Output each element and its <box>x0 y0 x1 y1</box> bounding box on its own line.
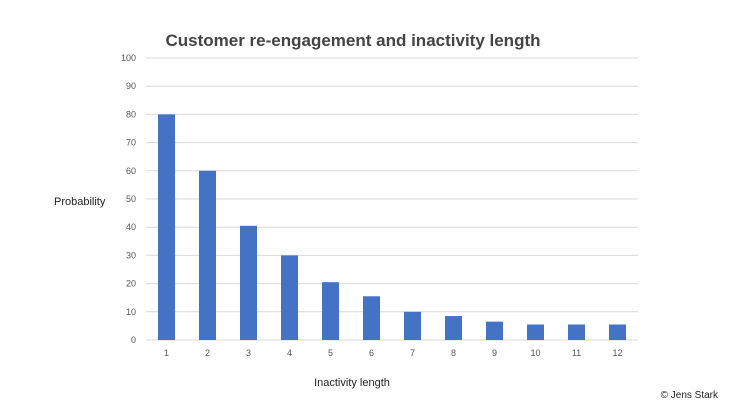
bar-5 <box>322 282 339 340</box>
bar-2 <box>199 170 216 340</box>
bar-3 <box>240 225 257 340</box>
bar-11 <box>568 324 585 340</box>
x-tick-label: 3 <box>246 348 251 358</box>
y-tick-label: 70 <box>126 138 136 148</box>
x-tick-label: 1 <box>164 348 169 358</box>
y-tick-label: 50 <box>126 194 136 204</box>
y-tick-label: 20 <box>126 279 136 289</box>
y-tick-labels: 0 10 20 30 40 50 60 70 80 90 100 <box>121 53 136 345</box>
x-tick-labels: 1 2 3 4 5 6 7 8 9 10 11 12 <box>164 348 623 358</box>
y-tick-label: 0 <box>131 335 136 345</box>
bar-12 <box>609 324 626 340</box>
x-tick-label: 12 <box>612 348 622 358</box>
y-tick-label: 30 <box>126 250 136 260</box>
bar-7 <box>404 311 421 340</box>
y-tick-label: 40 <box>126 222 136 232</box>
y-axis-label: Probability <box>54 196 106 208</box>
x-tick-label: 5 <box>328 348 333 358</box>
x-tick-label: 11 <box>572 348 581 358</box>
y-tick-label: 10 <box>126 307 136 317</box>
x-tick-label: 9 <box>492 348 497 358</box>
y-tick-label: 90 <box>126 81 136 91</box>
chart-title: Customer re-engagement and inactivity le… <box>165 31 540 50</box>
bar-8 <box>445 316 462 340</box>
bar-6 <box>363 296 380 340</box>
x-tick-label: 8 <box>451 348 456 358</box>
bar-1 <box>158 114 175 341</box>
x-tick-label: 10 <box>530 348 540 358</box>
x-axis-label: Inactivity length <box>314 377 390 389</box>
y-tick-label: 100 <box>121 53 136 63</box>
x-tick-label: 7 <box>410 348 415 358</box>
x-tick-label: 2 <box>205 348 210 358</box>
y-tick-label: 60 <box>126 166 136 176</box>
bar-10 <box>527 324 544 340</box>
bars <box>158 114 626 341</box>
x-tick-label: 4 <box>287 348 292 358</box>
bar-9 <box>486 321 503 340</box>
y-tick-label: 80 <box>126 109 136 119</box>
copyright-note: © Jens Stark <box>661 390 719 401</box>
x-tick-label: 6 <box>369 348 374 358</box>
bar-4 <box>281 255 298 340</box>
gridlines <box>146 57 638 341</box>
